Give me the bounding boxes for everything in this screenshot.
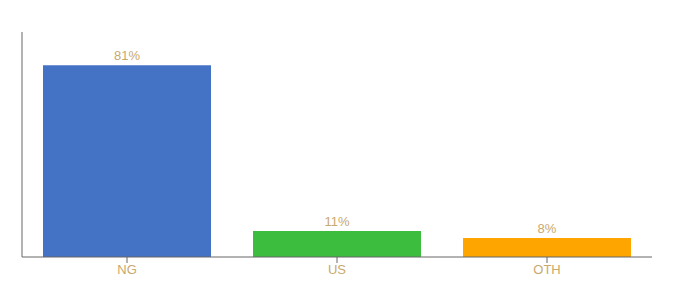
svg-text:OTH: OTH [533, 262, 560, 277]
svg-text:8%: 8% [538, 221, 557, 236]
svg-text:81%: 81% [114, 48, 140, 63]
svg-text:US: US [328, 262, 346, 277]
svg-text:NG: NG [117, 262, 137, 277]
svg-text:11%: 11% [324, 214, 349, 229]
